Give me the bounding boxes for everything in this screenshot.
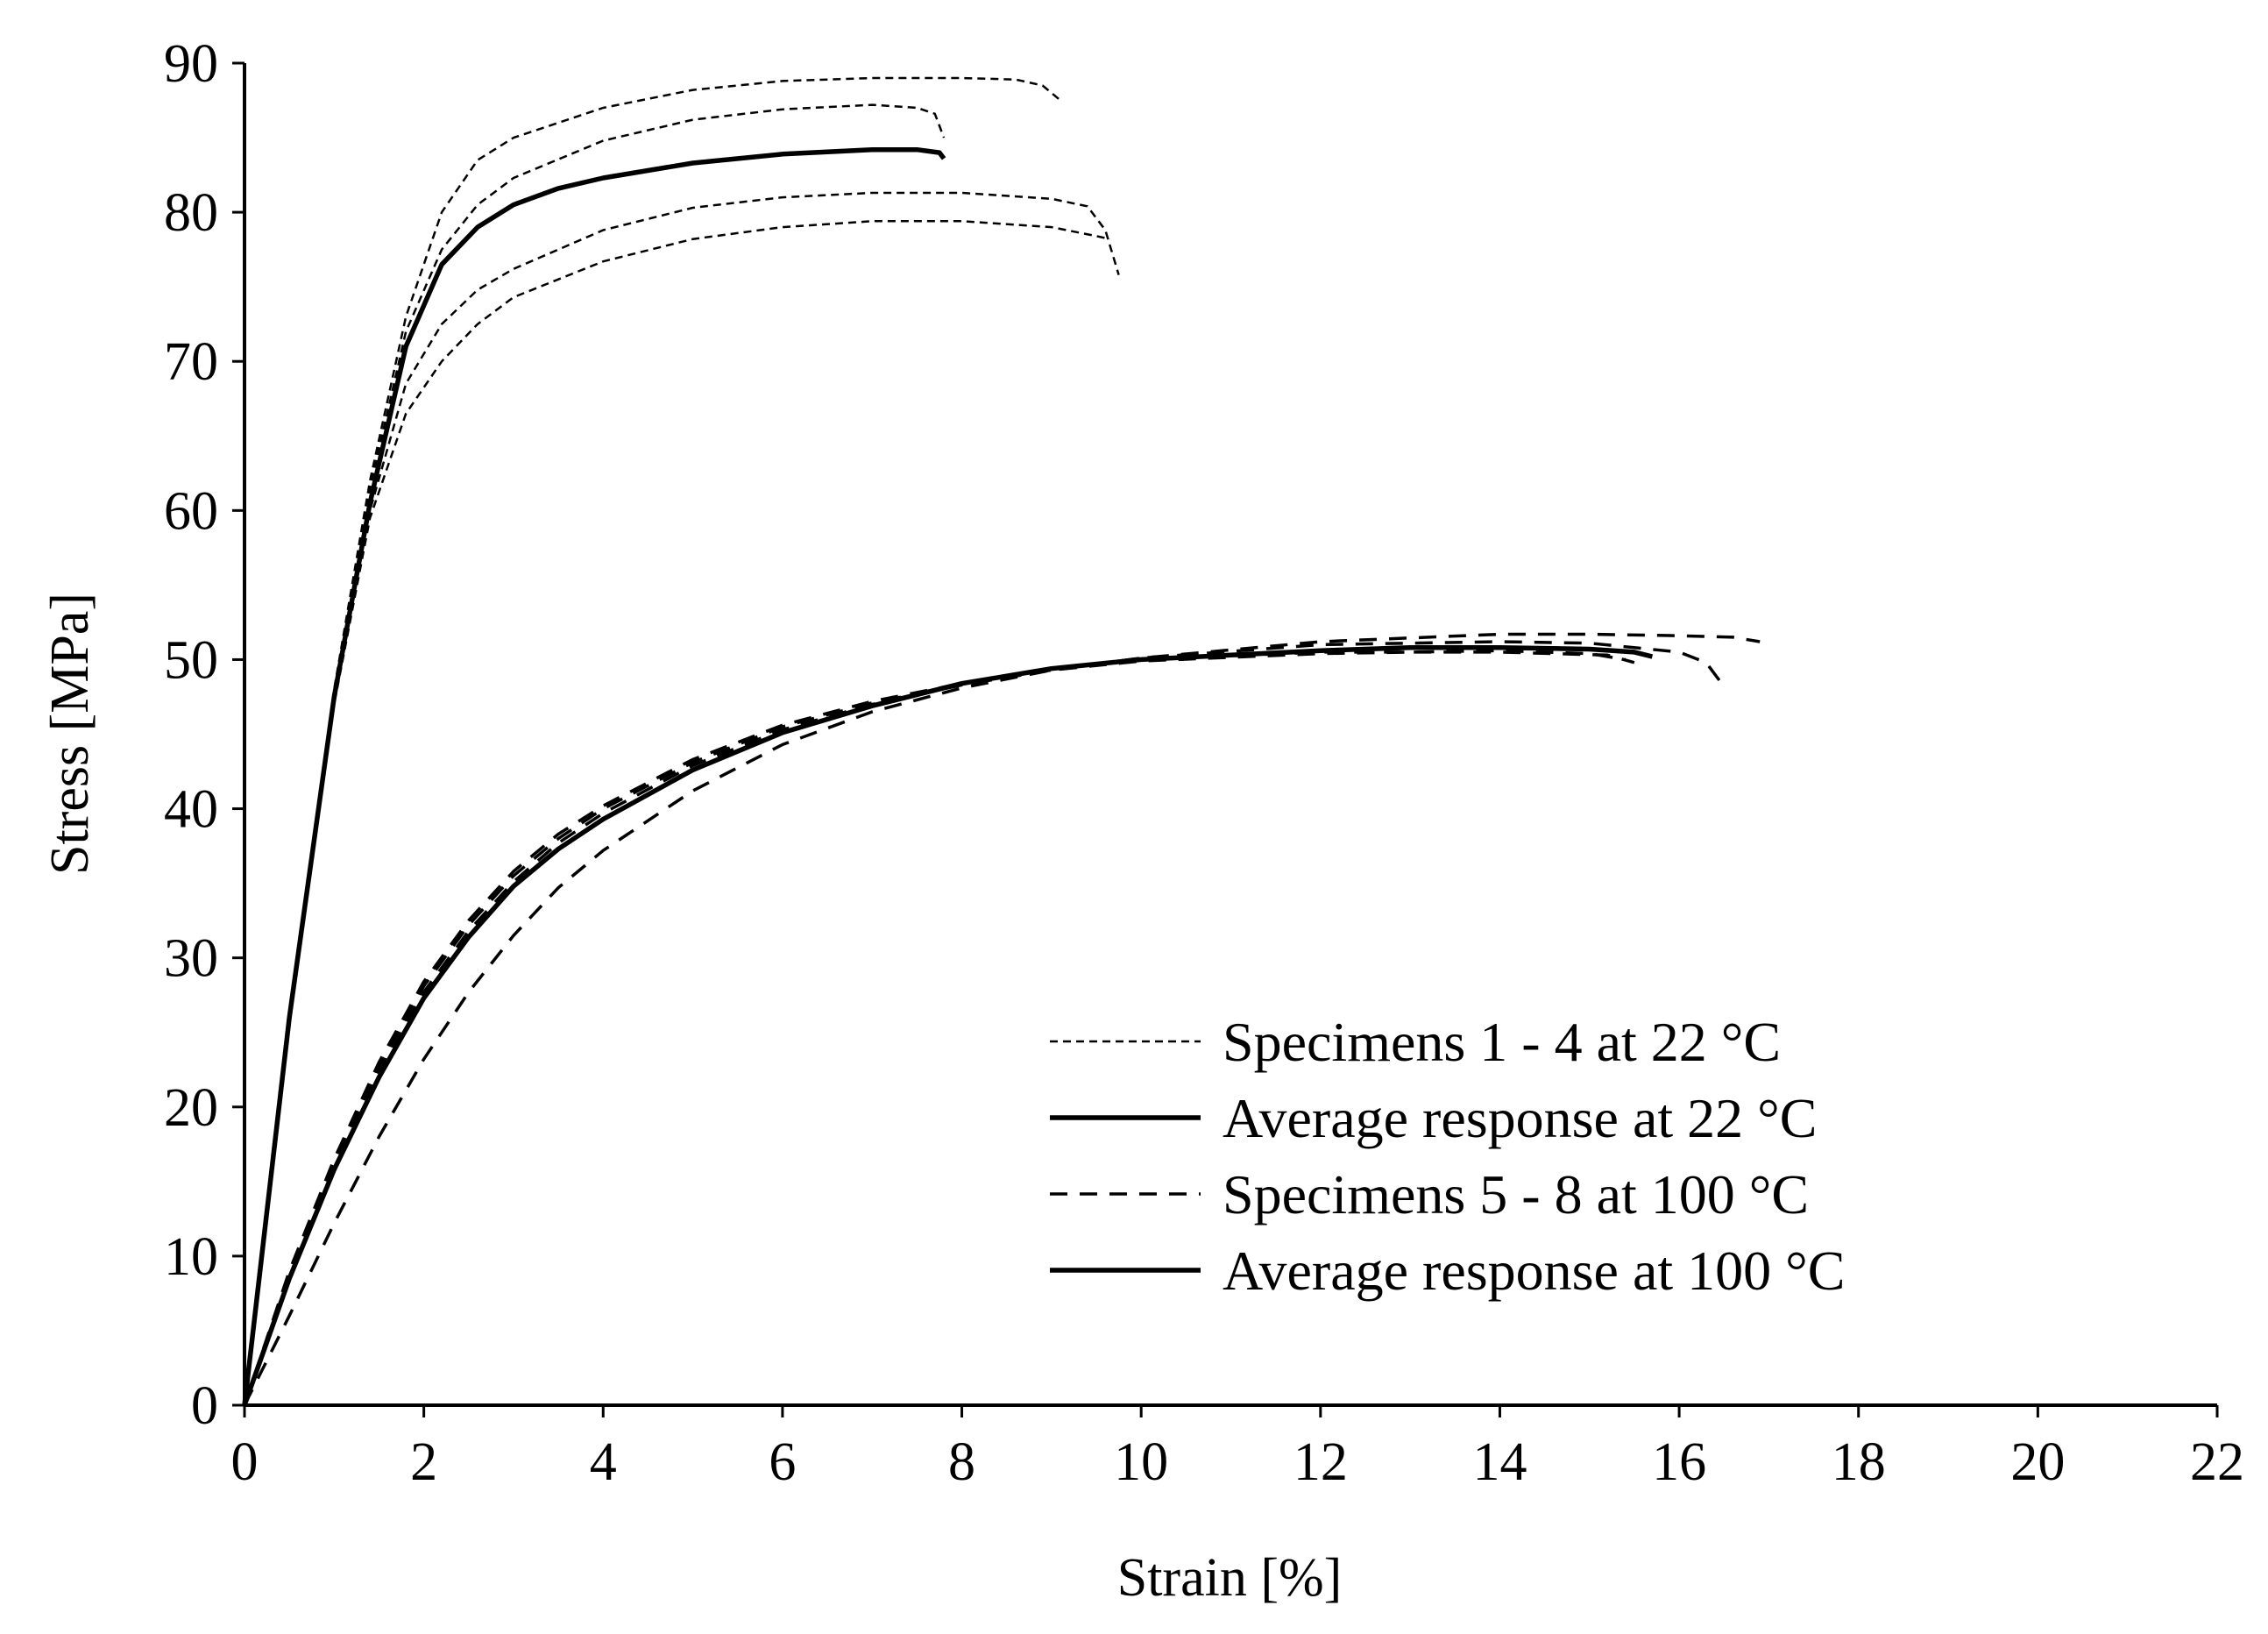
series-line-5 xyxy=(242,146,946,1406)
x-tick-label: 12 xyxy=(1293,1432,1348,1492)
legend-label-1: Specimens 1 - 4 at 22 °C xyxy=(1223,1011,1781,1073)
series-line-7 xyxy=(243,649,1626,1406)
x-tick-label: 22 xyxy=(2190,1432,2244,1492)
x-tick-label: 8 xyxy=(948,1432,975,1492)
x-tick-label: 20 xyxy=(2010,1432,2065,1492)
series-line-3 xyxy=(243,191,1120,1406)
x-ticks: 0 2 4 6 8 10 12 14 16 18 20 22 xyxy=(231,1405,2244,1492)
legend-label-3: Specimens 5 - 8 at 100 °C xyxy=(1223,1163,1809,1226)
y-axis-title: Stress [MPa] xyxy=(40,593,100,875)
x-tick-label: 16 xyxy=(1652,1432,1706,1492)
x-tick-label: 14 xyxy=(1472,1432,1527,1492)
y-tick-label: 20 xyxy=(164,1078,218,1138)
series-line-1 xyxy=(243,76,1061,1406)
series-line-6 xyxy=(243,650,1635,1406)
x-tick-label: 6 xyxy=(769,1432,796,1492)
axes: 0 2 4 6 8 10 12 14 16 18 20 22 0102030405060708090 … xyxy=(40,34,2244,1608)
x-tick-label: 18 xyxy=(1832,1432,1886,1492)
series-line-9 xyxy=(243,632,1761,1406)
y-ticks: 0 10 20 30 40 50 60 70 80 90 xyxy=(164,34,245,1436)
series-line-10 xyxy=(242,645,1654,1406)
series-line-2 xyxy=(243,103,946,1406)
y-tick-label: 10 xyxy=(164,1227,218,1287)
legend-label-4: Average response at 100 °C xyxy=(1223,1240,1845,1302)
x-tick-label: 2 xyxy=(410,1432,437,1492)
series-line-4 xyxy=(243,220,1110,1406)
y-tick-label: 30 xyxy=(164,929,218,989)
y-tick-label: 40 xyxy=(164,780,218,840)
y-tick-label: 70 xyxy=(164,332,218,392)
x-tick-label: 4 xyxy=(590,1432,617,1492)
y-tick-label: 50 xyxy=(164,630,218,690)
y-tick-label: 60 xyxy=(164,481,218,541)
y-tick-label: 80 xyxy=(164,183,218,243)
y-tick-label: 90 xyxy=(164,34,218,94)
x-tick-label: 0 xyxy=(231,1432,259,1492)
series-line-8 xyxy=(243,640,1721,1406)
series-layer xyxy=(242,76,1761,1406)
x-axis-title: Strain [%] xyxy=(1117,1548,1343,1608)
y-tick-label: 0 xyxy=(191,1376,218,1436)
legend: Specimens 1 - 4 at 22 °C Average response… xyxy=(1050,1011,1845,1302)
x-tick-label: 10 xyxy=(1114,1432,1168,1492)
legend-label-2: Average response at 22 °C xyxy=(1223,1087,1817,1149)
